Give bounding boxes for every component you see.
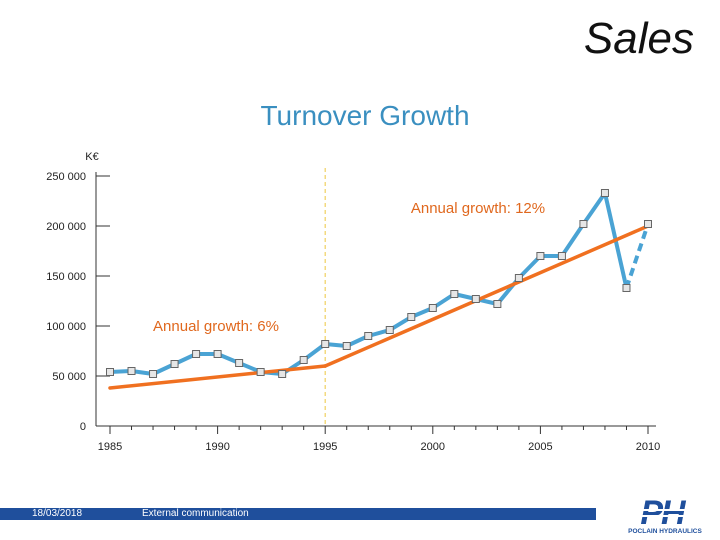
svg-text:PH: PH — [640, 494, 687, 532]
x-tick-label: 1995 — [313, 441, 337, 453]
data-point-2000 — [428, 304, 437, 312]
y-tick-label: 0 — [80, 421, 86, 433]
slide-title: Sales — [583, 14, 694, 63]
data-point-2010 — [644, 220, 652, 228]
data-point-2006 — [557, 252, 566, 260]
footer-date: 18/03/2018 — [32, 508, 83, 519]
x-tick-label: 1985 — [98, 441, 122, 453]
data-point-1987 — [149, 370, 158, 378]
data-point-1999 — [407, 313, 416, 321]
data-point-2003 — [493, 300, 502, 308]
y-tick-label: 50 000 — [52, 371, 86, 383]
footer-communication-label: External communication — [142, 508, 249, 519]
annotation-growth-6: Annual growth: 6% — [153, 318, 279, 335]
data-point-1998 — [385, 326, 394, 334]
data-point-2008 — [600, 189, 609, 197]
y-tick-label: 250 000 — [46, 171, 86, 183]
data-point-2007 — [579, 220, 588, 228]
data-point-1988 — [170, 360, 179, 368]
turnover-line-dashed-segment — [624, 223, 650, 289]
x-tick-label: 2010 — [636, 441, 660, 453]
chart-title: Turnover Growth — [260, 100, 470, 131]
y-tick-label: 100 000 — [46, 321, 86, 333]
data-point-2002 — [471, 295, 480, 303]
data-point-2001 — [450, 290, 459, 298]
data-point-1986 — [127, 367, 136, 375]
y-tick-label: 200 000 — [46, 221, 86, 233]
annotation-growth-12: Annual growth: 12% — [411, 200, 545, 217]
data-point-2005 — [536, 252, 545, 260]
data-point-1997 — [364, 332, 373, 340]
y-axis-unit-label: K€ — [85, 151, 98, 163]
svg-text:POCLAIN HYDRAULICS: POCLAIN HYDRAULICS — [628, 528, 702, 535]
data-point-1990 — [213, 350, 222, 358]
data-point-1994 — [299, 356, 308, 364]
data-point-1989 — [192, 350, 201, 358]
x-tick-label: 2000 — [421, 441, 445, 453]
poclain-hydraulics-logo: PH POCLAIN HYDRAULICS — [614, 494, 714, 535]
data-point-1985 — [106, 368, 114, 376]
data-point-1995 — [321, 340, 330, 348]
x-tick-label: 1990 — [205, 441, 229, 453]
data-point-1991 — [235, 359, 244, 367]
y-tick-label: 150 000 — [46, 271, 86, 283]
data-point-1992 — [256, 368, 265, 376]
trend-line-growth-1985-1995 — [108, 364, 327, 390]
data-point-1993 — [278, 370, 287, 378]
data-point-2004 — [514, 274, 523, 282]
data-point-2009 — [622, 284, 631, 292]
trend-line-growth-1995-2010 — [323, 224, 650, 368]
footer-bar — [0, 508, 596, 520]
data-point-1996 — [342, 342, 351, 350]
x-tick-label: 2005 — [528, 441, 552, 453]
